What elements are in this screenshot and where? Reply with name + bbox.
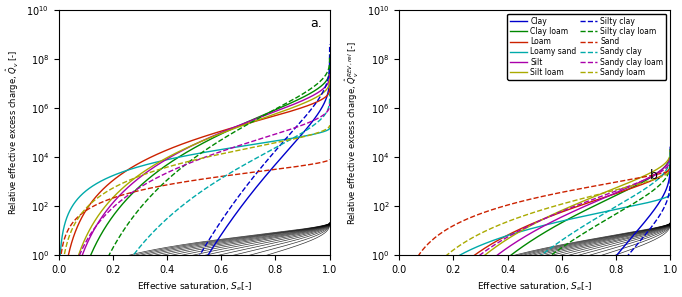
Y-axis label: Relative effective excess charge, $\hat{Q}_v^{REV,rel}$ [-]: Relative effective excess charge, $\hat{… (344, 40, 361, 225)
Y-axis label: Relative effective excess charge, $\hat{Q}_v$ [-]: Relative effective excess charge, $\hat{… (4, 50, 20, 215)
X-axis label: Effective saturation, $S_e$[-]: Effective saturation, $S_e$[-] (477, 280, 593, 293)
Text: a.: a. (310, 18, 321, 30)
X-axis label: Effective saturation, $S_e$[-]: Effective saturation, $S_e$[-] (136, 280, 252, 293)
Text: b.: b. (650, 169, 662, 182)
Legend: Clay, Clay loam, Loam, Loamy sand, Silt, Silt loam, Silty clay, Silty clay loam,: Clay, Clay loam, Loam, Loamy sand, Silt,… (507, 14, 666, 80)
